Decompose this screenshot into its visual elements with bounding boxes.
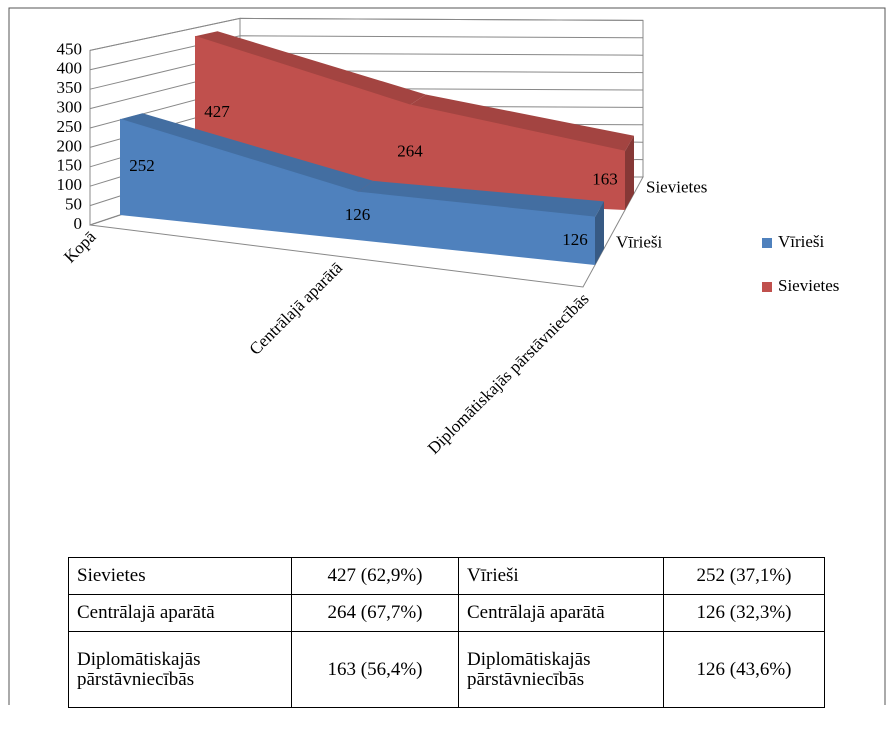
y-tick-label: 400 xyxy=(57,59,83,78)
area-end xyxy=(595,201,604,265)
data-label: 252 xyxy=(129,156,155,175)
y-tick-label: 350 xyxy=(57,78,83,97)
y-tick-label: 50 xyxy=(65,195,82,214)
area-top xyxy=(410,94,634,152)
cell: 427 (62,9%) xyxy=(291,557,459,595)
x-tick-label: Centrālajā aparātā xyxy=(246,258,347,359)
area-edge xyxy=(119,118,596,218)
x-tick-label: Diplomātiskajās pārstāvniecībās xyxy=(424,289,593,458)
cell: Vīrieši xyxy=(458,557,664,595)
summary-table: Sievietes 427 (62,9%) Vīrieši 252 (37,1%… xyxy=(68,557,825,708)
area-top xyxy=(195,31,426,105)
y-tick-label: 250 xyxy=(57,117,83,136)
x-tick-label: Kopā xyxy=(60,227,100,267)
table-row: Centrālajā aparātā 264 (67,7%) Centrālaj… xyxy=(68,594,825,632)
y-tick-label: 0 xyxy=(74,214,83,233)
y-tick-label: 200 xyxy=(57,136,83,155)
data-label: 126 xyxy=(562,230,588,249)
cell: 252 (37,1%) xyxy=(663,557,825,595)
cell: 126 (43,6%) xyxy=(663,631,825,708)
grid-line xyxy=(89,35,644,71)
cell: Sievietes xyxy=(68,557,292,595)
data-label: 163 xyxy=(592,170,618,189)
legend-label: Sievietes xyxy=(778,276,839,295)
legend-swatch xyxy=(762,238,772,248)
cell: 264 (67,7%) xyxy=(291,594,459,632)
area-top xyxy=(357,180,604,218)
grid-line xyxy=(89,17,644,51)
legend-swatch xyxy=(762,282,772,292)
cell: Diplomātiskajās pārstāvniecībās xyxy=(458,631,664,708)
data-label: 126 xyxy=(345,205,371,224)
cell: 126 (32,3%) xyxy=(663,594,825,632)
legend-label: Vīrieši xyxy=(778,232,825,251)
area-end xyxy=(625,135,634,210)
depth-label: Sievietes xyxy=(646,177,707,196)
cell: Diplomātiskajās pārstāvniecībās xyxy=(68,631,292,708)
y-tick-label: 300 xyxy=(57,98,83,117)
depth-label: Vīrieši xyxy=(616,232,663,251)
table-row: Sievietes 427 (62,9%) Vīrieši 252 (37,1%… xyxy=(68,557,825,595)
frame xyxy=(8,7,886,705)
data-label: 264 xyxy=(397,141,423,160)
cell: Centrālajā aparātā xyxy=(68,594,292,632)
cell: 163 (56,4%) xyxy=(291,631,459,708)
cell: Centrālajā aparātā xyxy=(458,594,664,632)
area-edge xyxy=(194,35,626,152)
y-tick-label: 150 xyxy=(57,156,83,175)
y-tick-label: 100 xyxy=(57,175,83,194)
area-top xyxy=(120,113,374,193)
table-row: Diplomātiskajās pārstāvniecībās 163 (56,… xyxy=(68,631,825,708)
y-tick-label: 450 xyxy=(57,39,83,58)
data-label: 427 xyxy=(204,102,230,121)
